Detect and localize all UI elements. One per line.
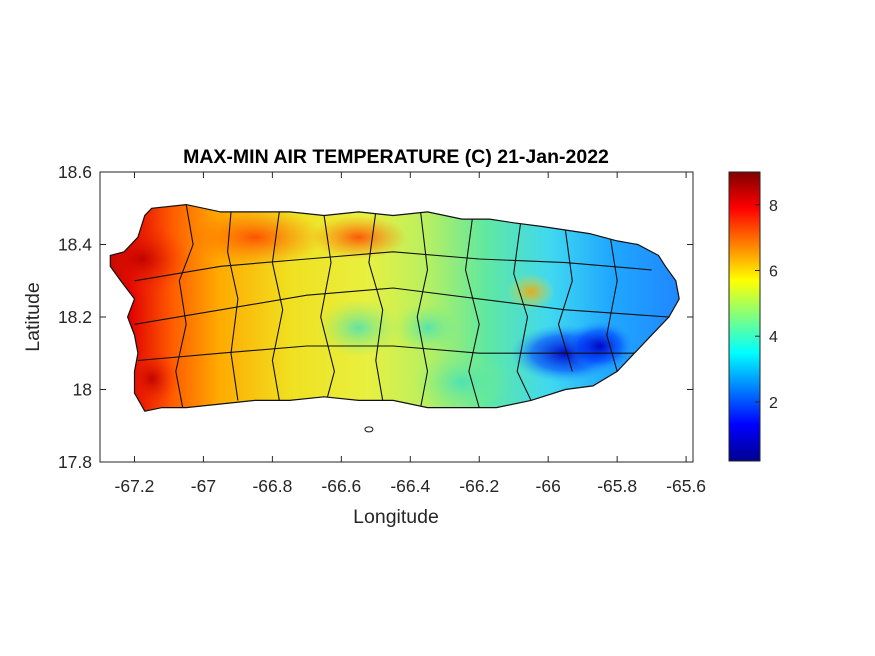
y-tick-label: 18.6 bbox=[58, 162, 92, 182]
municipality-borders bbox=[134, 204, 669, 408]
y-tick-label: 18.4 bbox=[58, 235, 92, 255]
x-tick-label: -66.2 bbox=[459, 476, 499, 496]
x-axis: -67.2 -67 -66.8 -66.6 -66.4 -66.2 -66 -65.8 -65.… bbox=[115, 172, 706, 496]
x-tick-label: -66.4 bbox=[390, 476, 430, 496]
x-tick-label: -67 bbox=[191, 476, 216, 496]
colorbar bbox=[728, 171, 761, 462]
y-tick-label: 18.2 bbox=[58, 307, 92, 327]
x-tick-label: -66.6 bbox=[321, 476, 361, 496]
x-axis-label: Longitude bbox=[353, 506, 439, 528]
colorbar-tick-label: 6 bbox=[769, 264, 778, 281]
islet bbox=[364, 426, 374, 433]
x-tick-label: -65.8 bbox=[597, 476, 637, 496]
colorbar-ticks: 2 4 6 8 bbox=[755, 198, 778, 412]
coastline bbox=[109, 203, 680, 412]
y-tick-label: 17.8 bbox=[58, 452, 92, 472]
x-tick-label: -65.6 bbox=[666, 476, 706, 496]
chart-title: MAX-MIN AIR TEMPERATURE (C) 21-Jan-2022 bbox=[183, 146, 609, 168]
colorbar-tick-label: 2 bbox=[769, 395, 778, 412]
temperature-field bbox=[109, 203, 680, 433]
x-tick-label: -67.2 bbox=[115, 476, 155, 496]
x-tick-label: -66 bbox=[536, 476, 561, 496]
colorbar-tick-label: 8 bbox=[769, 198, 778, 215]
y-tick-label: 18 bbox=[73, 380, 92, 400]
x-tick-label: -66.8 bbox=[252, 476, 292, 496]
colorbar-tick-label: 4 bbox=[769, 329, 778, 346]
y-axis-label: Latitude bbox=[22, 282, 44, 351]
y-axis: 17.8 18 18.2 18.4 18.6 bbox=[58, 162, 693, 472]
